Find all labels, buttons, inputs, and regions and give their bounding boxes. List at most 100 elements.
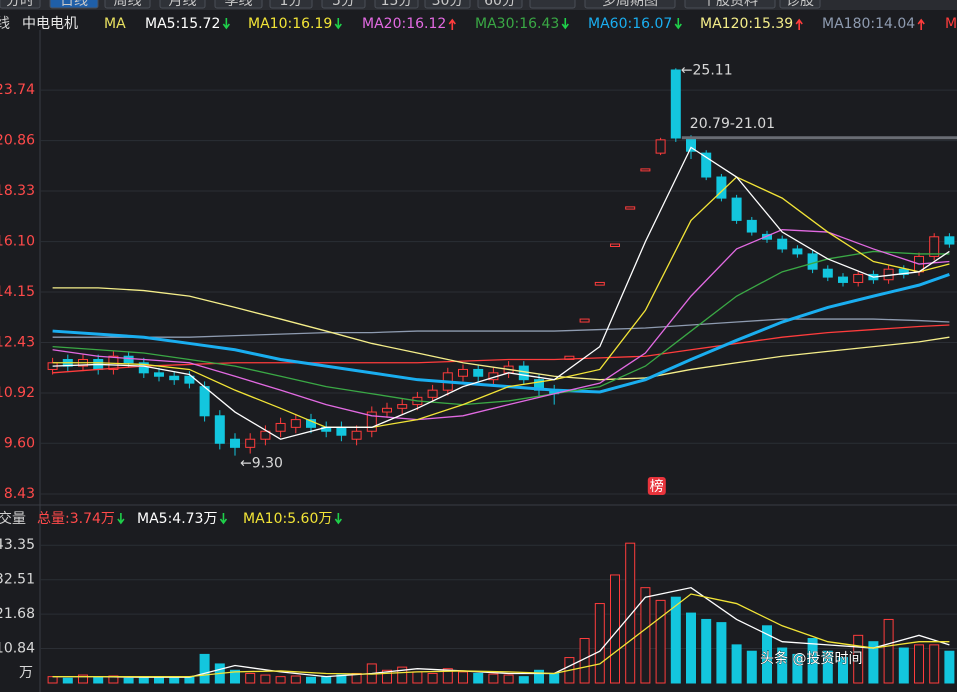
badge-label: 榜 xyxy=(650,478,664,495)
volume-bar xyxy=(731,644,742,684)
candle-body xyxy=(792,248,803,255)
annotation: 20.79-21.01 xyxy=(690,116,775,132)
volume-bar xyxy=(473,672,484,684)
tab-button[interactable] xyxy=(269,0,313,9)
annotation: ←25.11 xyxy=(681,62,733,78)
tab-label: 季线 xyxy=(225,0,253,9)
candle-body xyxy=(351,430,362,440)
volume-bar xyxy=(306,676,316,684)
tab-label: 30分 xyxy=(432,0,464,9)
candle-body xyxy=(807,253,818,270)
trend-arrow xyxy=(219,513,228,525)
volume-bar xyxy=(777,647,788,684)
ma-line xyxy=(52,229,950,421)
candle-body xyxy=(214,415,225,444)
volume-bar xyxy=(807,638,818,684)
tab-button[interactable] xyxy=(584,0,676,9)
volume-bar xyxy=(78,674,88,684)
volume-label: 交量 xyxy=(0,510,26,527)
volume-bar xyxy=(93,676,104,684)
y-tick-label: 10.92 xyxy=(0,385,35,401)
trend-arrow xyxy=(117,513,125,525)
ma-label: MA xyxy=(104,16,126,32)
tab-button[interactable] xyxy=(529,0,576,9)
candle-body xyxy=(397,404,408,409)
y-tick-label: 8.43 xyxy=(4,486,35,502)
y-tick-label: 20.86 xyxy=(0,133,35,149)
legend-entry: MA10:5.60万 xyxy=(243,511,332,527)
candle-body xyxy=(245,438,256,448)
volume-bar xyxy=(914,644,924,684)
ma-line xyxy=(52,586,950,678)
tab-label: 月线 xyxy=(169,0,197,9)
candle-body xyxy=(138,362,149,374)
legend-entry: MA5:15.72 xyxy=(145,16,220,32)
legend-entry: MA10:16.19 xyxy=(248,16,332,32)
tab-button[interactable] xyxy=(424,0,471,9)
volume-bar xyxy=(701,618,712,684)
tab-button[interactable] xyxy=(779,0,821,9)
candle-body xyxy=(898,268,909,275)
legend-entry: MA60:16.07 xyxy=(588,16,672,32)
volume-bar xyxy=(594,603,605,684)
y-tick-label: 16.10 xyxy=(0,234,35,250)
volume-bar xyxy=(746,650,757,684)
candle-body xyxy=(169,375,180,381)
volume-bar xyxy=(154,677,164,684)
volume-bar xyxy=(230,669,240,684)
tab-button[interactable] xyxy=(49,0,99,9)
candle-body xyxy=(260,430,271,440)
candle-body xyxy=(123,355,134,364)
candle-body xyxy=(518,365,529,381)
y-tick-label: 18.33 xyxy=(0,183,35,199)
volume-bar xyxy=(762,625,772,684)
volume-bar xyxy=(199,653,210,684)
tab-label: 15分 xyxy=(381,0,413,9)
volume-bar xyxy=(123,677,134,684)
candle-body xyxy=(655,139,666,154)
candle-body xyxy=(336,426,347,436)
volume-bar xyxy=(382,669,392,684)
volume-bar xyxy=(838,657,848,684)
ma-line xyxy=(52,318,950,338)
legend-entry: MA180:14.04 xyxy=(822,16,915,32)
tab-button[interactable] xyxy=(684,0,776,9)
candle-body xyxy=(822,268,833,278)
tab-button[interactable] xyxy=(374,0,419,9)
volume-bar xyxy=(442,668,453,684)
tab-button[interactable] xyxy=(214,0,263,9)
y-tick-label: 43.35 xyxy=(0,537,35,553)
candle-body xyxy=(427,389,438,398)
tab-button[interactable] xyxy=(0,0,41,9)
volume-bar xyxy=(427,672,438,684)
volume-bar xyxy=(275,676,286,684)
candle-body xyxy=(184,375,195,384)
trend-arrow xyxy=(917,18,925,30)
volume-bar xyxy=(929,644,940,684)
volume-bar xyxy=(655,599,666,684)
candle-body xyxy=(199,386,210,417)
candle-body xyxy=(473,368,484,377)
legend-entry: MA5:4.73万 xyxy=(137,511,217,527)
volume-bar xyxy=(503,674,514,684)
y-tick-label: 10.84 xyxy=(0,641,35,657)
tab-button[interactable] xyxy=(159,0,206,9)
annotation: ←9.30 xyxy=(240,456,283,472)
badge xyxy=(647,477,666,495)
candle-body xyxy=(366,411,377,432)
tab-label: 个股资料 xyxy=(702,0,758,9)
y-tick-label: 32.51 xyxy=(0,572,35,588)
volume-bar xyxy=(898,647,909,684)
candle-body xyxy=(838,276,848,283)
legend-entry: MA20:16.12 xyxy=(362,16,446,32)
candle-body xyxy=(458,368,468,377)
tab-button[interactable] xyxy=(321,0,366,9)
volume-bar xyxy=(686,612,696,684)
trend-arrow xyxy=(334,18,342,30)
trend-arrow xyxy=(674,18,682,30)
tab-button[interactable] xyxy=(477,0,523,9)
volume-bar xyxy=(868,641,879,684)
tab-button[interactable] xyxy=(104,0,151,9)
